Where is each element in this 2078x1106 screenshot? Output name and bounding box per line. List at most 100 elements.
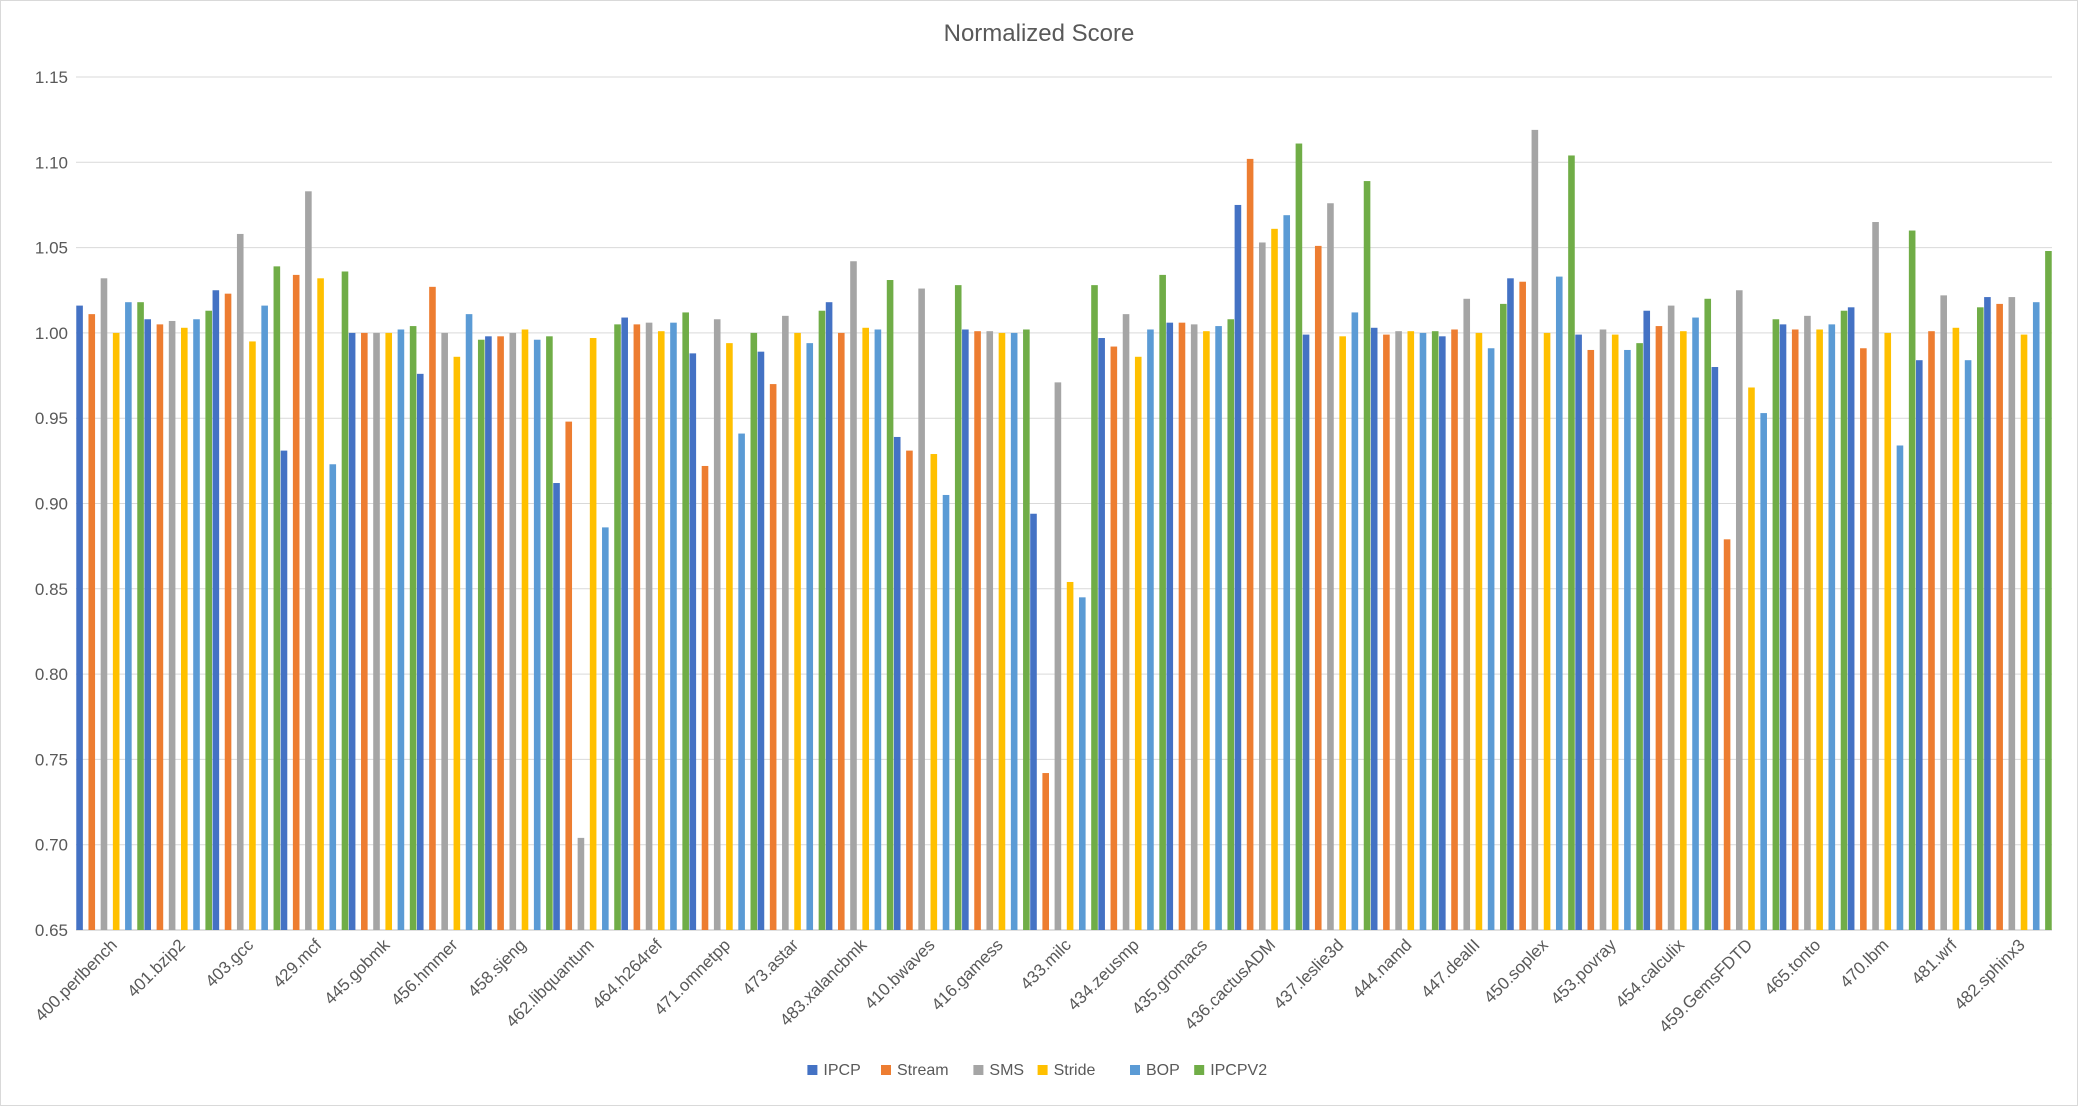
bar (1259, 242, 1266, 930)
bar (280, 450, 288, 930)
bar (2045, 251, 2052, 931)
bar (261, 305, 268, 930)
bar (633, 324, 641, 930)
bar (1271, 228, 1278, 931)
bar (112, 332, 120, 930)
bar (168, 320, 176, 930)
legend-entry: Stride (1054, 1062, 1096, 1079)
bar (1519, 281, 1526, 931)
bar (1692, 317, 1699, 930)
y-tick-label: 1.15 (35, 68, 68, 87)
bar (156, 324, 164, 930)
y-tick-label: 1.10 (35, 153, 68, 172)
bar (1711, 367, 1719, 930)
bar (962, 329, 969, 930)
bar (249, 341, 256, 930)
bar (1295, 143, 1303, 930)
bar (1772, 319, 1780, 930)
bar (1543, 332, 1551, 930)
bar (1908, 230, 1916, 931)
x-tick-label: 447.dealII (1417, 935, 1483, 1001)
bar (998, 332, 1006, 930)
bar (1587, 349, 1595, 931)
y-tick-label: 1.00 (35, 324, 68, 343)
bar (1363, 181, 1371, 931)
bar (738, 433, 745, 930)
x-tick-label: 400.perlbench (31, 935, 121, 1025)
bar (1110, 346, 1118, 931)
bar (385, 332, 393, 930)
legend-entry: IPCP (823, 1062, 860, 1079)
bar (1079, 597, 1086, 930)
bar (1451, 329, 1458, 930)
bar (1091, 285, 1098, 931)
bar (1066, 581, 1074, 930)
bar (1383, 334, 1390, 931)
legend-swatch (881, 1065, 891, 1075)
bar (76, 305, 83, 930)
bar (713, 319, 721, 930)
bar (1996, 303, 2003, 930)
bar (1234, 204, 1242, 930)
bar (589, 338, 597, 930)
legend-swatch (1037, 1065, 1048, 1075)
bar (212, 290, 220, 930)
bar (577, 837, 585, 930)
bar (1575, 334, 1582, 931)
bar (441, 332, 448, 930)
bar (236, 233, 244, 930)
bar (1178, 322, 1186, 930)
y-tick-label: 0.75 (35, 750, 68, 769)
bar (1098, 338, 1105, 930)
y-tick-label: 0.90 (35, 495, 68, 514)
bar (954, 285, 962, 931)
bar (348, 332, 356, 930)
bar (1636, 343, 1643, 930)
bar (1487, 348, 1495, 930)
legend: IPCP Stream SMS Stride BOP IPCPV2 (807, 1062, 1267, 1079)
bar (1915, 360, 1923, 930)
bar (453, 356, 461, 930)
bar (837, 332, 845, 930)
x-tick-label: 473.astar (739, 935, 803, 999)
bar (1054, 382, 1062, 930)
bar (137, 302, 144, 930)
x-tick-label: 456.hmmer (387, 935, 461, 1009)
bar (689, 353, 697, 930)
bar (1351, 312, 1359, 931)
bar (205, 310, 213, 930)
x-tick-label: 450.soplex (1480, 935, 1552, 1007)
bar (1828, 324, 1836, 930)
bar (1010, 332, 1018, 930)
bar (1030, 513, 1037, 930)
bar (341, 271, 349, 930)
bar (818, 310, 826, 930)
bar (1215, 326, 1222, 930)
bar (701, 465, 709, 930)
bar (509, 332, 517, 930)
x-tick-label: 444.namd (1349, 935, 1416, 1002)
bar (918, 288, 925, 930)
bar (670, 322, 677, 930)
bar (1227, 319, 1235, 930)
bar (1042, 773, 1049, 930)
bar (1568, 155, 1575, 930)
bar (1779, 324, 1787, 930)
bar (1507, 278, 1514, 931)
x-tick-label: 458.sjeng (464, 935, 530, 1001)
bar (1599, 329, 1607, 930)
legend-swatch (807, 1065, 818, 1075)
bar (1500, 303, 1507, 930)
bar (2020, 334, 2028, 931)
bar (429, 286, 436, 930)
bar (1531, 129, 1539, 931)
x-tick-label: 401.bzip2 (123, 935, 189, 1001)
bar (1896, 445, 1904, 930)
x-axis-ticks: 400.perlbench 401.bzip2 403.gcc 429.mcf445.… (31, 935, 2028, 1036)
bar (465, 314, 473, 930)
bar (1395, 331, 1402, 931)
bar (2008, 297, 2016, 931)
legend-entry: Stream (897, 1062, 949, 1079)
bar (1680, 331, 1687, 931)
bar (1283, 215, 1291, 930)
